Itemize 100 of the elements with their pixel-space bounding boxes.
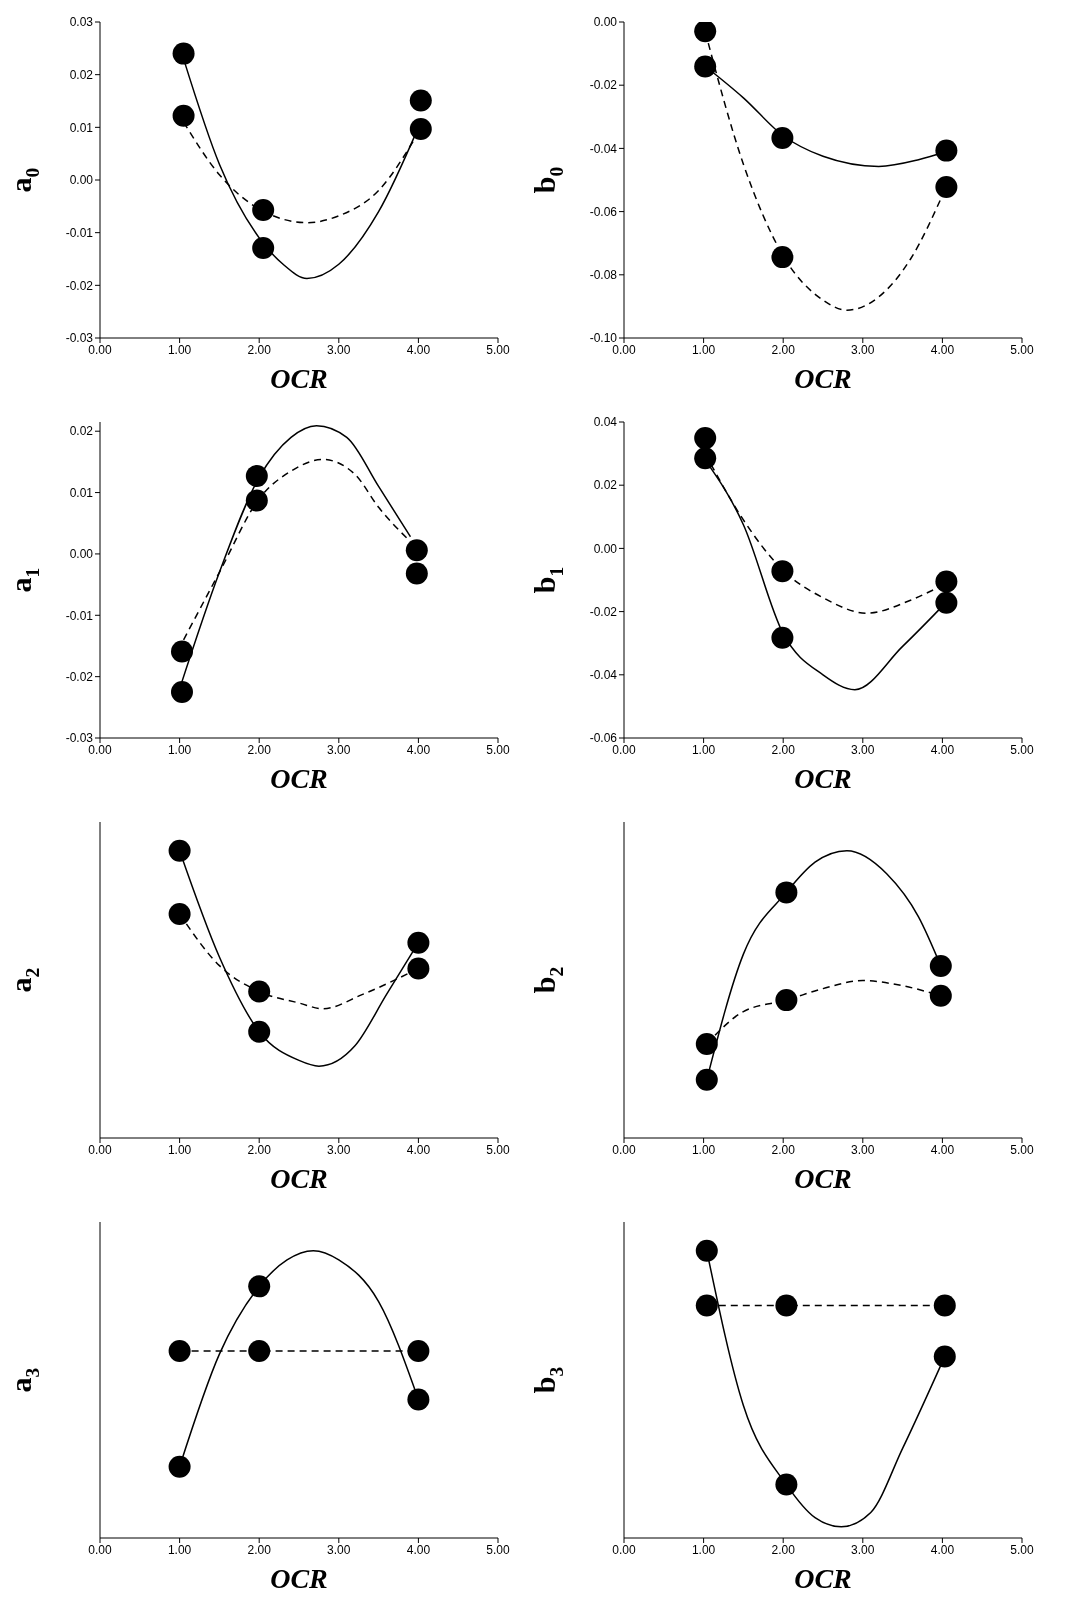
point: [245, 465, 268, 487]
x-tick-label: 4.00: [930, 342, 955, 357]
x-tick-label: 2.00: [247, 1142, 272, 1157]
x-tick-label: 3.00: [327, 742, 351, 757]
x-tick-label: 4.00: [406, 342, 431, 357]
x-tick-label: 4.00: [406, 1142, 431, 1157]
point: [248, 980, 271, 1003]
x-tick-label: 2.00: [247, 1542, 272, 1557]
y-tick-label: 0.01: [69, 485, 94, 500]
x-tick-label: 2.00: [771, 1542, 796, 1557]
point: [168, 902, 191, 925]
y-tick-label: 0.04: [593, 415, 618, 430]
x-tick-label: 5.00: [1010, 1542, 1034, 1557]
point: [168, 1455, 191, 1478]
x-tick-label: 0.00: [88, 1542, 112, 1557]
x-tick-label: 1.00: [691, 1542, 716, 1557]
y-tick-label: 0.00: [593, 15, 618, 30]
x-tick-label: 5.00: [1010, 342, 1034, 357]
point: [409, 117, 432, 140]
y-tick-label: -0.04: [589, 668, 618, 683]
point: [694, 427, 717, 450]
point: [407, 1388, 430, 1411]
x-tick-label: 1.00: [167, 342, 192, 357]
y-tick-label: 0.00: [593, 541, 618, 556]
point: [168, 839, 191, 862]
point: [771, 626, 794, 649]
x-axis-title: OCR: [270, 363, 328, 395]
y-tick-label: 0.03: [69, 15, 94, 30]
x-tick-label: 5.00: [1010, 1142, 1034, 1157]
point: [771, 560, 794, 583]
point: [170, 680, 193, 703]
point: [695, 1239, 718, 1262]
point: [695, 1068, 718, 1091]
point: [172, 42, 195, 65]
x-tick-label: 2.00: [771, 742, 796, 757]
y-tick-label: -0.08: [589, 268, 618, 283]
point: [407, 1339, 430, 1362]
y-tick-label: -0.06: [589, 204, 618, 219]
point: [252, 199, 275, 222]
x-tick-label: 5.00: [486, 1142, 510, 1157]
x-axis-title: OCR: [794, 1563, 852, 1595]
point: [775, 881, 798, 904]
x-axis-title: OCR: [270, 763, 328, 795]
x-tick-label: 3.00: [327, 1542, 351, 1557]
x-tick-label: 1.00: [167, 1542, 192, 1557]
point: [935, 570, 958, 593]
x-tick-label: 0.00: [612, 1542, 636, 1557]
x-tick-label: 1.00: [691, 342, 716, 357]
y-tick-label: -0.02: [65, 278, 94, 293]
point: [405, 562, 428, 585]
x-tick-label: 2.00: [247, 342, 272, 357]
y-tick-label: -0.02: [589, 78, 618, 93]
point: [935, 139, 958, 162]
y-tick-label: 0.00: [69, 547, 94, 562]
y-tick-label: 0.02: [593, 478, 618, 493]
x-tick-label: 3.00: [327, 1142, 351, 1157]
x-axis-title: OCR: [794, 1163, 852, 1195]
x-tick-label: 0.00: [88, 1142, 112, 1157]
y-tick-label: -0.02: [589, 604, 618, 619]
x-tick-label: 1.00: [691, 1142, 716, 1157]
x-tick-label: 1.00: [167, 1142, 192, 1157]
y-tick-label: 0.02: [69, 424, 94, 439]
point: [775, 1473, 798, 1496]
x-axis-title: OCR: [270, 1563, 328, 1595]
x-tick-label: 1.00: [691, 742, 716, 757]
point: [695, 1033, 718, 1056]
x-tick-label: 0.00: [612, 1142, 636, 1157]
point: [252, 236, 275, 259]
point: [933, 1294, 956, 1317]
point: [172, 104, 195, 127]
x-tick-label: 2.00: [771, 1142, 796, 1157]
y-tick-label: 0.02: [69, 67, 94, 82]
x-tick-label: 5.00: [1010, 742, 1034, 757]
x-tick-label: 3.00: [851, 742, 875, 757]
point: [405, 539, 428, 562]
point: [694, 22, 717, 43]
point: [933, 1345, 956, 1368]
point: [248, 1339, 271, 1362]
y-tick-label: 0.00: [69, 173, 94, 188]
point: [775, 989, 798, 1012]
y-tick-label: -0.02: [65, 669, 94, 684]
point: [929, 954, 952, 977]
point: [248, 1020, 271, 1043]
x-tick-label: 2.00: [771, 342, 796, 357]
x-tick-label: 5.00: [486, 1542, 510, 1557]
point: [775, 1294, 798, 1317]
point: [248, 1275, 271, 1298]
x-tick-label: 5.00: [486, 342, 510, 357]
x-tick-label: 3.00: [327, 342, 351, 357]
y-tick-label: -0.01: [65, 608, 94, 623]
x-tick-label: 3.00: [851, 1542, 875, 1557]
x-axis-title: OCR: [794, 763, 852, 795]
point: [694, 447, 717, 470]
point: [409, 89, 432, 112]
x-axis-title: OCR: [270, 1163, 328, 1195]
x-tick-label: 4.00: [406, 1542, 431, 1557]
y-tick-label: -0.01: [65, 225, 94, 240]
x-tick-label: 4.00: [930, 1542, 955, 1557]
x-tick-label: 4.00: [406, 742, 431, 757]
x-axis-title: OCR: [794, 363, 852, 395]
